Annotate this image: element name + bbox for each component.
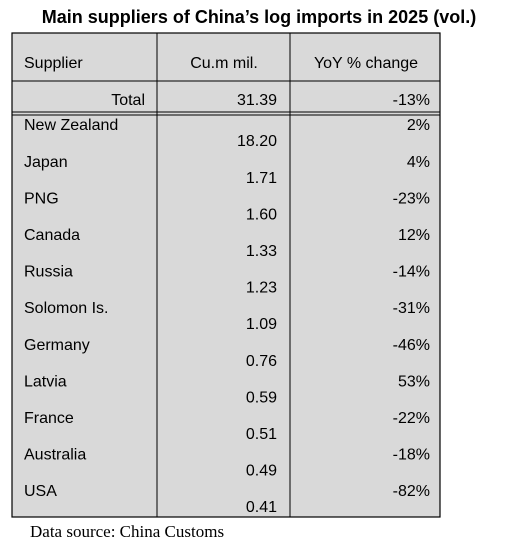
volume: 0.49: [246, 463, 277, 480]
supplier-name: New Zealand: [24, 117, 118, 134]
yoy-change: -23%: [393, 190, 430, 207]
yoy-change: -22%: [393, 410, 430, 427]
yoy-change: -14%: [393, 264, 430, 281]
total-label: Total: [111, 92, 145, 109]
yoy-change: -18%: [393, 447, 430, 464]
volume: 1.71: [246, 170, 277, 187]
supplier-name: PNG: [24, 190, 59, 207]
volume: 1.60: [246, 206, 277, 223]
supplier-name: Russia: [24, 264, 73, 281]
supplier-name: France: [24, 410, 74, 427]
volume: 1.09: [246, 316, 277, 333]
yoy-change: -31%: [393, 300, 430, 317]
yoy-change: 4%: [407, 154, 430, 171]
table-background: [11, 32, 441, 518]
supplier-name: Germany: [24, 337, 90, 354]
title: Main suppliers of China’s log imports in…: [42, 7, 476, 27]
yoy-change: 12%: [398, 227, 430, 244]
yoy-change: 53%: [398, 373, 430, 390]
total-value: 31.39: [237, 92, 277, 109]
yoy-change: -46%: [393, 337, 430, 354]
yoy-change: 2%: [407, 117, 430, 134]
volume: 1.33: [246, 243, 277, 260]
header-cell: Cu.m mil.: [190, 55, 258, 72]
yoy-change: -82%: [393, 483, 430, 500]
total-change: -13%: [393, 92, 430, 109]
volume: 0.41: [246, 499, 277, 516]
supplier-name: Latvia: [24, 373, 67, 390]
supplier-name: Japan: [24, 154, 68, 171]
source-note: Data source: China Customs: [30, 522, 224, 541]
header-cell: Supplier: [24, 55, 83, 72]
supplier-name: Australia: [24, 447, 86, 464]
volume: 0.59: [246, 389, 277, 406]
supplier-name: USA: [24, 483, 57, 500]
volume: 0.76: [246, 353, 277, 370]
volume: 1.23: [246, 280, 277, 297]
volume: 0.51: [246, 426, 277, 443]
volume: 18.20: [237, 133, 277, 150]
header-cell: YoY % change: [314, 55, 418, 72]
supplier-name: Canada: [24, 227, 80, 244]
supplier-name: Solomon Is.: [24, 300, 108, 317]
